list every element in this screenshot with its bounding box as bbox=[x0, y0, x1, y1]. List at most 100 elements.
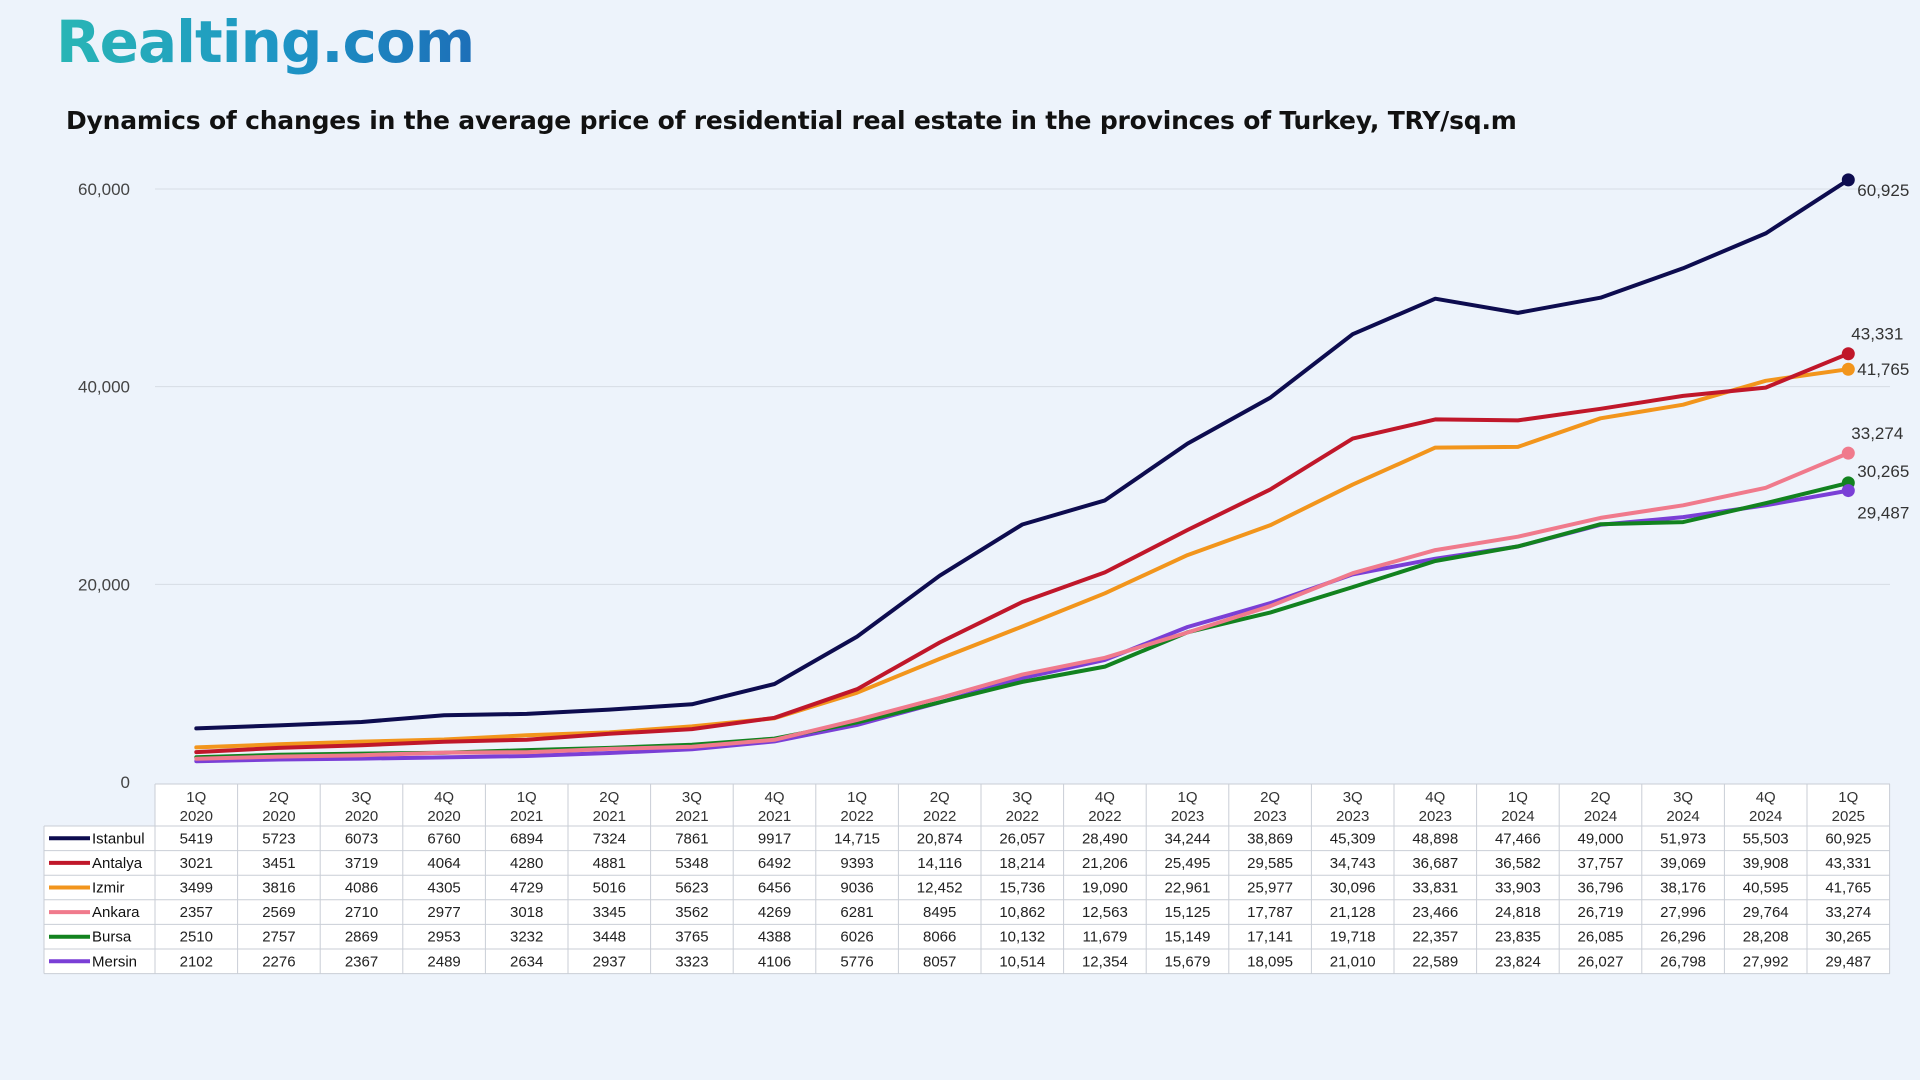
table-cell: 3719 bbox=[345, 855, 378, 872]
table-cell: 39,908 bbox=[1743, 855, 1789, 872]
table-cell: 23,835 bbox=[1495, 929, 1541, 946]
x-tick-year: 2020 bbox=[427, 808, 460, 825]
table-cell: 6073 bbox=[345, 830, 378, 847]
table-cell: 23,824 bbox=[1495, 953, 1541, 970]
series-name-mersin: Mersin bbox=[92, 953, 137, 970]
table-cell: 18,095 bbox=[1247, 953, 1293, 970]
table-cell: 6026 bbox=[840, 929, 873, 946]
table-cell: 3232 bbox=[510, 929, 543, 946]
table-cell: 2953 bbox=[427, 929, 460, 946]
x-tick-year: 2023 bbox=[1171, 808, 1204, 825]
end-label-izmir: 41,765 bbox=[1857, 360, 1909, 379]
series-name-antalya: Antalya bbox=[92, 855, 143, 872]
table-cell: 8495 bbox=[923, 904, 956, 921]
x-tick-year: 2021 bbox=[675, 808, 708, 825]
table-cell: 8057 bbox=[923, 953, 956, 970]
x-tick-quarter: 2Q bbox=[599, 789, 619, 806]
table-cell: 14,116 bbox=[917, 855, 962, 872]
table-cell: 27,992 bbox=[1743, 953, 1789, 970]
table-cell: 3018 bbox=[510, 904, 543, 921]
table-cell: 7324 bbox=[593, 830, 626, 847]
table-cell: 43,331 bbox=[1825, 855, 1871, 872]
x-tick-quarter: 3Q bbox=[1012, 789, 1032, 806]
table-cell: 17,787 bbox=[1247, 904, 1293, 921]
table-cell: 15,125 bbox=[1165, 904, 1211, 921]
x-tick-quarter: 3Q bbox=[682, 789, 702, 806]
table-cell: 10,132 bbox=[999, 929, 1045, 946]
table-cell: 30,096 bbox=[1330, 880, 1376, 897]
x-tick-quarter: 4Q bbox=[764, 789, 784, 806]
table-cell: 15,149 bbox=[1165, 929, 1211, 946]
table-cell: 4280 bbox=[510, 855, 543, 872]
end-point-izmir bbox=[1841, 362, 1855, 376]
table-cell: 5776 bbox=[840, 953, 873, 970]
table-cell: 47,466 bbox=[1495, 830, 1541, 847]
realting-logo: Realting.com bbox=[56, 6, 475, 79]
x-tick-quarter: 4Q bbox=[434, 789, 454, 806]
end-point-antalya bbox=[1841, 347, 1855, 361]
table-cell: 21,206 bbox=[1082, 855, 1128, 872]
table-cell: 5723 bbox=[262, 830, 295, 847]
table-cell: 48,898 bbox=[1412, 830, 1458, 847]
x-tick-quarter: 2Q bbox=[269, 789, 289, 806]
x-tick-year: 2024 bbox=[1584, 808, 1617, 825]
table-cell: 34,244 bbox=[1165, 830, 1211, 847]
table-cell: 26,057 bbox=[999, 830, 1045, 847]
table-cell: 2367 bbox=[345, 953, 378, 970]
table-cell: 38,176 bbox=[1660, 880, 1706, 897]
end-point-mersin bbox=[1841, 484, 1855, 498]
table-cell: 26,085 bbox=[1578, 929, 1624, 946]
table-cell: 9917 bbox=[758, 830, 791, 847]
table-cell: 6894 bbox=[510, 830, 543, 847]
x-tick-quarter: 1Q bbox=[1177, 789, 1197, 806]
table-cell: 3451 bbox=[262, 855, 295, 872]
table-cell: 4729 bbox=[510, 880, 543, 897]
x-tick-quarter: 2Q bbox=[930, 789, 950, 806]
series-name-bursa: Bursa bbox=[92, 929, 132, 946]
table-cell: 3345 bbox=[593, 904, 626, 921]
series-line-ankara bbox=[194, 451, 1851, 761]
x-tick-year: 2025 bbox=[1832, 808, 1865, 825]
table-cell: 25,977 bbox=[1247, 880, 1293, 897]
table-cell: 24,818 bbox=[1495, 904, 1541, 921]
x-tick-year: 2021 bbox=[758, 808, 791, 825]
table-cell: 26,798 bbox=[1660, 953, 1706, 970]
table-cell: 2710 bbox=[345, 904, 378, 921]
table-cell: 3816 bbox=[262, 880, 295, 897]
x-tick-year: 2022 bbox=[1006, 808, 1039, 825]
table-cell: 5016 bbox=[593, 880, 626, 897]
table-cell: 36,796 bbox=[1578, 880, 1624, 897]
table-cell: 18,214 bbox=[999, 855, 1045, 872]
table-cell: 8066 bbox=[923, 929, 956, 946]
x-tick-quarter: 2Q bbox=[1590, 789, 1610, 806]
y-tick-label: 60,000 bbox=[78, 180, 130, 199]
table-cell: 30,265 bbox=[1825, 929, 1871, 946]
table-cell: 6492 bbox=[758, 855, 791, 872]
table-cell: 28,490 bbox=[1082, 830, 1128, 847]
table-cell: 21,128 bbox=[1330, 904, 1376, 921]
x-tick-year: 2022 bbox=[1088, 808, 1121, 825]
series-name-istanbul: Istanbul bbox=[92, 830, 145, 847]
table-cell: 2757 bbox=[262, 929, 295, 946]
table-cell: 51,973 bbox=[1660, 830, 1706, 847]
x-tick-year: 2020 bbox=[262, 808, 295, 825]
table-header-bg bbox=[155, 784, 1890, 826]
y-tick-label: 0 bbox=[121, 773, 130, 792]
table-cell: 10,514 bbox=[999, 953, 1045, 970]
x-tick-year: 2024 bbox=[1666, 808, 1699, 825]
table-cell: 26,719 bbox=[1578, 904, 1624, 921]
series-line-istanbul bbox=[194, 177, 1851, 731]
end-label-istanbul: 60,925 bbox=[1857, 181, 1909, 200]
table-cell: 60,925 bbox=[1825, 830, 1871, 847]
x-tick-year: 2021 bbox=[593, 808, 626, 825]
table-cell: 4086 bbox=[345, 880, 378, 897]
table-cell: 26,296 bbox=[1660, 929, 1706, 946]
table-cell: 25,495 bbox=[1165, 855, 1211, 872]
y-tick-label: 40,000 bbox=[78, 378, 130, 397]
table-cell: 15,736 bbox=[999, 880, 1045, 897]
series-line-izmir bbox=[194, 367, 1851, 750]
table-cell: 34,743 bbox=[1330, 855, 1376, 872]
x-tick-year: 2022 bbox=[840, 808, 873, 825]
table-cell: 33,831 bbox=[1412, 880, 1458, 897]
table-cell: 26,027 bbox=[1578, 953, 1624, 970]
